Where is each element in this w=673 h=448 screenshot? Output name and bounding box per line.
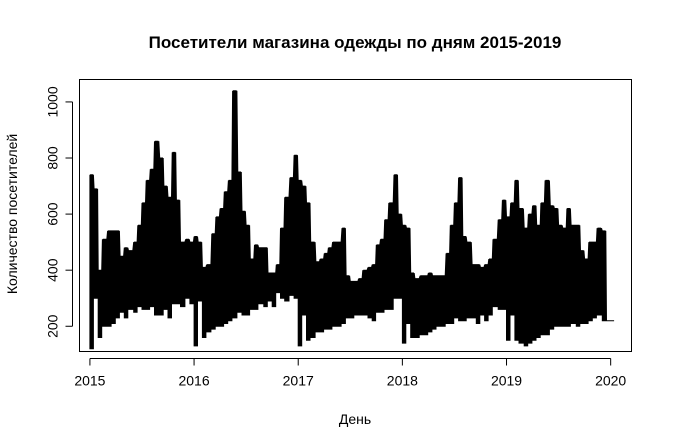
chart-title: Посетители магазина одежды по дням 2015-…: [149, 33, 562, 52]
x-tick-label: 2017: [283, 373, 314, 389]
y-tick-label: 600: [45, 202, 61, 226]
x-axis: 2015 2016 2017 2018 2019 2020: [74, 358, 626, 389]
x-tick-label: 2015: [74, 373, 105, 389]
y-tick-label: 400: [45, 258, 61, 282]
series-line: [89, 90, 615, 350]
plot-area-frame: [79, 79, 632, 352]
y-axis-label: Количество посетителей: [4, 134, 20, 294]
x-tick-label: 2020: [595, 373, 626, 389]
y-axis: 200 400 600 800 1000: [45, 86, 73, 338]
x-tick-label: 2016: [178, 373, 209, 389]
series-layer: [89, 90, 615, 350]
y-tick-label: 1000: [45, 86, 61, 117]
x-axis-label: День: [339, 411, 371, 427]
x-tick-label: 2018: [387, 373, 418, 389]
y-tick-label: 800: [45, 146, 61, 170]
y-tick-label: 200: [45, 314, 61, 338]
x-tick-label: 2019: [491, 373, 522, 389]
